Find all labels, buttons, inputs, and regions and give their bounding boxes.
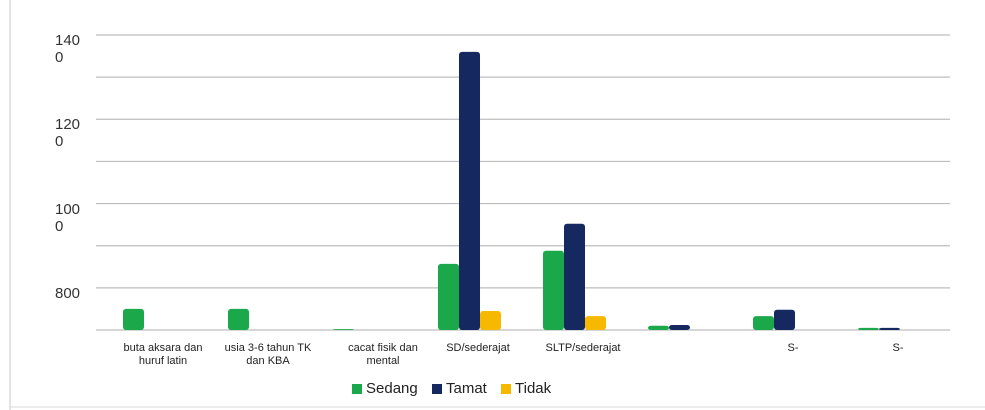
bar bbox=[774, 309, 795, 330]
x-tick-label: usia 3-6 tahun TK dan KBA bbox=[224, 342, 312, 367]
x-tick-label: S- bbox=[892, 342, 904, 354]
bar bbox=[228, 308, 249, 330]
bar bbox=[858, 327, 879, 330]
bar bbox=[480, 311, 501, 330]
legend-swatch bbox=[352, 384, 362, 394]
y-tick-label: 1000 bbox=[55, 200, 81, 235]
y-tick-label: 800 bbox=[55, 284, 81, 302]
y-tick-label: 1400 bbox=[55, 32, 81, 66]
x-tick-label: cacat fisik dan mental bbox=[348, 342, 418, 367]
bar bbox=[669, 324, 690, 330]
bar bbox=[123, 308, 144, 330]
legend-swatch bbox=[501, 384, 511, 394]
x-tick-label: SD/sederajat bbox=[446, 342, 510, 354]
bar bbox=[585, 316, 606, 330]
bar bbox=[753, 316, 774, 330]
legend-label: Tidak bbox=[515, 380, 552, 397]
legend-swatch bbox=[432, 384, 442, 394]
bar bbox=[459, 51, 480, 330]
bar bbox=[333, 329, 354, 330]
x-tick-label: buta aksara dan huruf latin bbox=[123, 342, 203, 367]
legend-label: Sedang bbox=[366, 380, 418, 397]
bar bbox=[879, 327, 900, 330]
bar bbox=[564, 223, 585, 330]
bar bbox=[648, 325, 669, 330]
bar bbox=[438, 263, 459, 330]
bar bbox=[543, 250, 564, 330]
legend-label: Tamat bbox=[446, 380, 487, 397]
y-tick-label: 1200 bbox=[55, 116, 81, 151]
x-tick-label: S- bbox=[787, 342, 799, 354]
x-tick-label: SLTP/sederajat bbox=[545, 342, 621, 354]
